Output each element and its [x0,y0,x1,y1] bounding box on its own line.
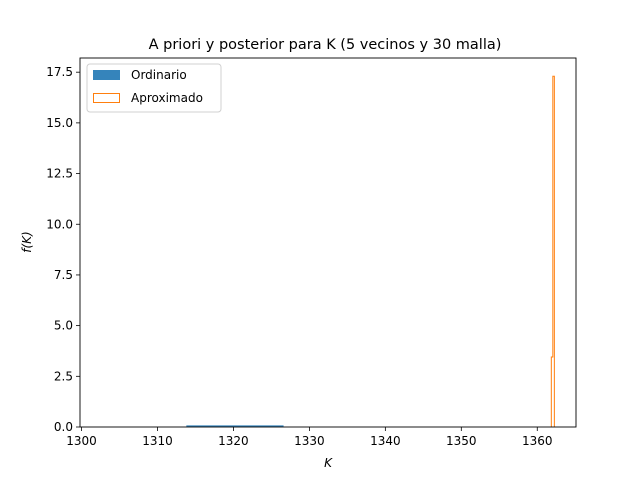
y-tick-label: 0.0 [54,420,73,434]
y-tick-label: 7.5 [54,268,73,282]
x-tick-label: 1350 [446,434,477,448]
x-tick-label: 1310 [142,434,173,448]
y-tick-label: 17.5 [46,65,73,79]
y-tick-label: 12.5 [46,167,73,181]
legend-box [86,63,222,113]
legend-label: Aproximado [131,91,203,105]
y-axis-label: f(K) [20,231,34,252]
series-aproximado [550,75,555,427]
y-tick-label: 15.0 [46,116,73,130]
x-tick-label: 1320 [218,434,249,448]
legend-label: Ordinario [131,68,187,82]
legend-swatch [93,93,120,103]
x-tick-label: 1300 [66,434,97,448]
step-outline [550,75,555,427]
legend-item-aproximado: Aproximado [93,91,203,105]
x-tick-label: 1330 [294,434,325,448]
series-ordinario [186,425,284,427]
x-axis-ticks: 1300 1310 1320 1330 1340 1350 1360 [66,427,553,448]
histogram-bars [186,75,555,427]
y-axis-ticks: 0.0 2.5 5.0 7.5 10.0 12.5 15.0 17.5 [46,65,80,434]
x-axis-label: K [324,456,333,470]
bar [186,425,284,427]
chart-title: A priori y posterior para K (5 vecinos y… [149,37,502,53]
y-tick-label: 10.0 [46,217,73,231]
y-tick-label: 2.5 [54,369,73,383]
x-tick-label: 1360 [522,434,553,448]
plot-area [79,57,577,428]
x-tick-label: 1340 [370,434,401,448]
legend: Ordinario Aproximado [86,63,222,113]
legend-swatch [93,70,120,80]
legend-item-ordinario: Ordinario [93,68,187,82]
y-tick-label: 5.0 [54,319,73,333]
